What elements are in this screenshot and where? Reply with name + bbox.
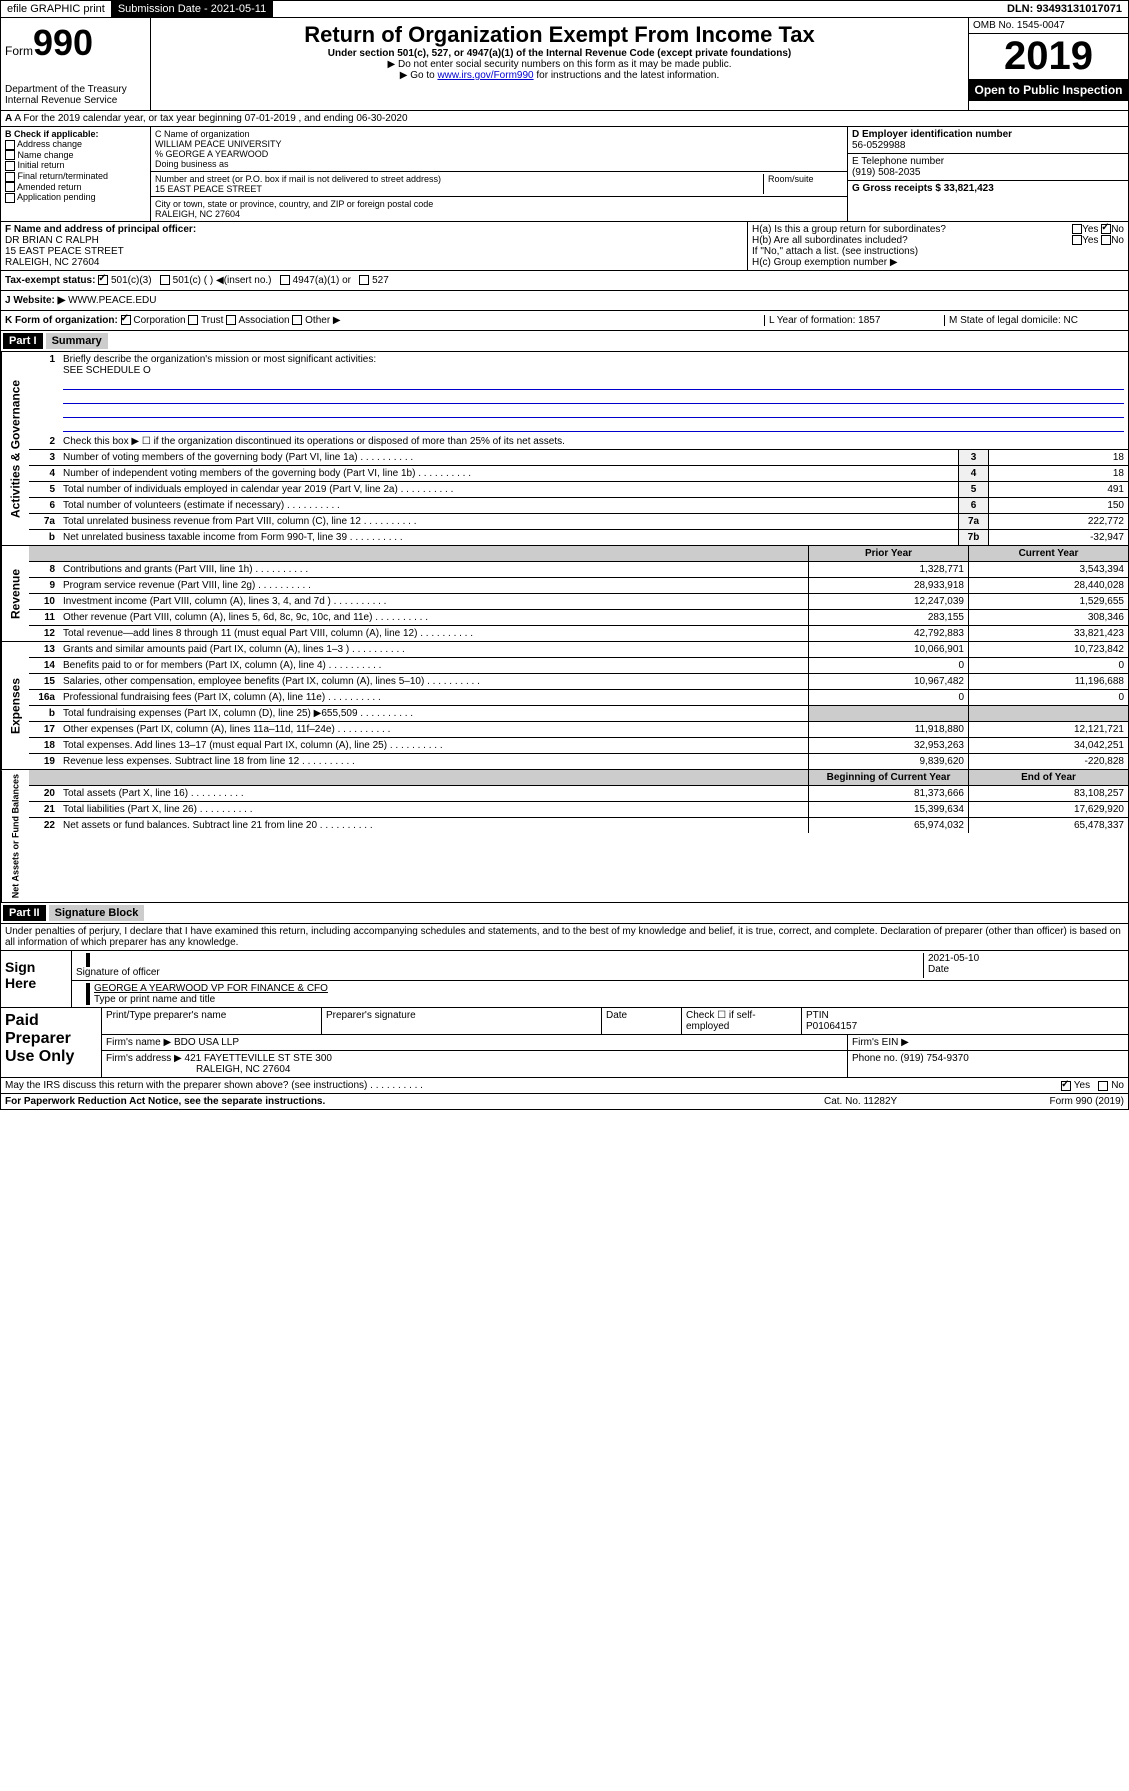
note-2: ▶ Go to www.irs.gov/Form990 for instruct… — [155, 70, 964, 81]
check-527[interactable] — [359, 275, 369, 285]
net-header: Beginning of Current Year End of Year — [29, 770, 1128, 786]
title-box: Return of Organization Exempt From Incom… — [151, 18, 968, 110]
form-header: Form990 Department of the Treasury Inter… — [0, 18, 1129, 111]
tax-year: 2019 — [969, 34, 1128, 79]
col-f: F Name and address of principal officer:… — [1, 222, 748, 270]
expenses-label: Expenses — [1, 642, 29, 769]
omb-box: OMB No. 1545-0047 2019 Open to Public In… — [968, 18, 1128, 110]
revenue-section: Revenue Prior Year Current Year 8Contrib… — [0, 546, 1129, 642]
check-assoc[interactable] — [226, 315, 236, 325]
revenue-label: Revenue — [1, 546, 29, 641]
perjury-statement: Under penalties of perjury, I declare th… — [0, 924, 1129, 951]
line-b: bTotal fundraising expenses (Part IX, co… — [29, 706, 1128, 722]
signer-name: GEORGE A YEARWOOD VP FOR FINANCE & CFO — [94, 983, 1124, 994]
row-j: J Website: ▶ WWW.PEACE.EDU — [0, 291, 1129, 311]
dln: DLN: 93493131017071 — [1001, 1, 1128, 17]
sign-block: Sign Here Signature of officer 2021-05-1… — [0, 951, 1129, 1008]
part-2-header: Part II Signature Block — [0, 903, 1129, 924]
line-21: 21Total liabilities (Part X, line 26)15,… — [29, 802, 1128, 818]
year-formation: L Year of formation: 1857 — [764, 315, 944, 326]
col-d: D Employer identification number 56-0529… — [848, 127, 1128, 221]
row-a: A A For the 2019 calendar year, or tax y… — [0, 111, 1129, 127]
check-address[interactable]: Address change — [5, 139, 146, 150]
officer-name: DR BRIAN C RALPH — [5, 235, 743, 246]
firm-phone: Phone no. (919) 754-9370 — [848, 1051, 1128, 1077]
col-c: C Name of organization WILLIAM PEACE UNI… — [151, 127, 848, 221]
mission-text: SEE SCHEDULE O — [63, 365, 1124, 376]
gross-receipts: G Gross receipts $ 33,821,423 — [852, 183, 1124, 194]
open-public: Open to Public Inspection — [969, 79, 1128, 101]
section-bcd: B Check if applicable: Address change Na… — [0, 127, 1129, 222]
line-22: 22Net assets or fund balances. Subtract … — [29, 818, 1128, 833]
ptin: P01064157 — [806, 1021, 1124, 1032]
net-assets-label: Net Assets or Fund Balances — [1, 770, 29, 902]
footer: For Paperwork Reduction Act Notice, see … — [0, 1094, 1129, 1110]
tax-status-row: Tax-exempt status: 501(c)(3) 501(c) ( ) … — [0, 271, 1129, 291]
line-20: 20Total assets (Part X, line 16)81,373,6… — [29, 786, 1128, 802]
check-corp[interactable] — [121, 315, 131, 325]
check-4947[interactable] — [280, 275, 290, 285]
check-501c3[interactable] — [98, 275, 108, 285]
check-initial[interactable]: Initial return — [5, 160, 146, 171]
line-11: 11Other revenue (Part VIII, column (A), … — [29, 610, 1128, 626]
col-b: B Check if applicable: Address change Na… — [1, 127, 151, 221]
row-fh: F Name and address of principal officer:… — [0, 222, 1129, 271]
street-address: 15 EAST PEACE STREET — [155, 184, 763, 194]
state-domicile: M State of legal domicile: NC — [944, 315, 1124, 326]
governance-section: Activities & Governance 1 Briefly descri… — [0, 352, 1129, 546]
form-subtitle: Under section 501(c), 527, or 4947(a)(1)… — [155, 48, 964, 59]
line-13: 13Grants and similar amounts paid (Part … — [29, 642, 1128, 658]
col-h: H(a) Is this a group return for subordin… — [748, 222, 1128, 270]
org-name: WILLIAM PEACE UNIVERSITY — [155, 139, 843, 149]
form-990: 990 — [33, 22, 93, 63]
line-16a: 16aProfessional fundraising fees (Part I… — [29, 690, 1128, 706]
city-state-zip: RALEIGH, NC 27604 — [155, 209, 843, 219]
check-trust[interactable] — [188, 315, 198, 325]
line-9: 9Program service revenue (Part VIII, lin… — [29, 578, 1128, 594]
check-other[interactable] — [292, 315, 302, 325]
note-1: ▶ Do not enter social security numbers o… — [155, 59, 964, 70]
discuss-row: May the IRS discuss this return with the… — [0, 1078, 1129, 1094]
check-name[interactable]: Name change — [5, 150, 146, 161]
line-17: 17Other expenses (Part IX, column (A), l… — [29, 722, 1128, 738]
sign-date: 2021-05-10 — [928, 953, 1124, 964]
line-10: 10Investment income (Part VIII, column (… — [29, 594, 1128, 610]
governance-label: Activities & Governance — [1, 352, 29, 545]
row-k: K Form of organization: Corporation Trus… — [0, 311, 1129, 331]
check-pending[interactable]: Application pending — [5, 192, 146, 203]
firm-name: BDO USA LLP — [174, 1037, 239, 1048]
form-number-box: Form990 Department of the Treasury Inter… — [1, 18, 151, 110]
paid-preparer-block: Paid Preparer Use Only Print/Type prepar… — [0, 1008, 1129, 1078]
efile-label: efile GRAPHIC print — [1, 1, 112, 17]
phone: (919) 508-2035 — [852, 167, 1124, 178]
line-18: 18Total expenses. Add lines 13–17 (must … — [29, 738, 1128, 754]
omb-number: OMB No. 1545-0047 — [969, 18, 1128, 34]
dept-label: Department of the Treasury Internal Reve… — [5, 84, 146, 106]
check-amended[interactable]: Amended return — [5, 182, 146, 193]
firm-address: 421 FAYETTEVILLE ST STE 300 — [185, 1053, 332, 1064]
care-of: % GEORGE A YEARWOOD — [155, 149, 843, 159]
line-8: 8Contributions and grants (Part VIII, li… — [29, 562, 1128, 578]
check-501c[interactable] — [160, 275, 170, 285]
rev-header: Prior Year Current Year — [29, 546, 1128, 562]
irs-link[interactable]: www.irs.gov/Form990 — [437, 70, 533, 81]
form-label: Form — [5, 44, 33, 58]
line-15: 15Salaries, other compensation, employee… — [29, 674, 1128, 690]
website: WWW.PEACE.EDU — [68, 295, 156, 306]
line-14: 14Benefits paid to or for members (Part … — [29, 658, 1128, 674]
line-12: 12Total revenue—add lines 8 through 11 (… — [29, 626, 1128, 641]
net-assets-section: Net Assets or Fund Balances Beginning of… — [0, 770, 1129, 903]
ein: 56-0529988 — [852, 140, 1124, 151]
part-1-header: Part I Summary — [0, 331, 1129, 352]
line-19: 19Revenue less expenses. Subtract line 1… — [29, 754, 1128, 769]
expenses-section: Expenses 13Grants and similar amounts pa… — [0, 642, 1129, 770]
top-bar: efile GRAPHIC print Submission Date - 20… — [0, 0, 1129, 18]
discuss-yes[interactable] — [1061, 1081, 1071, 1091]
discuss-no[interactable] — [1098, 1081, 1108, 1091]
submission-date: Submission Date - 2021-05-11 — [112, 1, 273, 17]
form-title: Return of Organization Exempt From Incom… — [155, 22, 964, 48]
check-final[interactable]: Final return/terminated — [5, 171, 146, 182]
